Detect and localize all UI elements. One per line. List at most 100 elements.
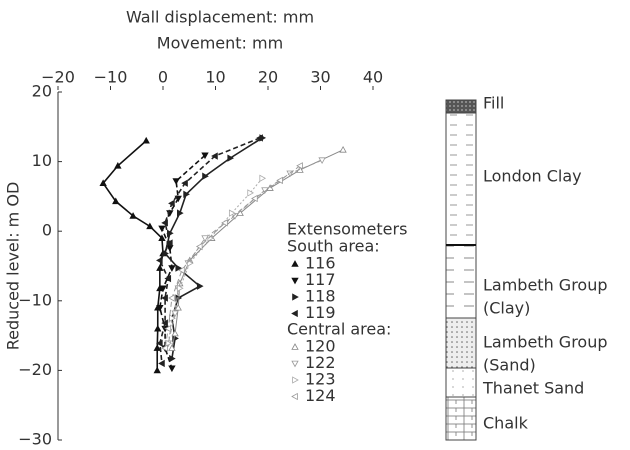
series-marker (168, 294, 175, 302)
series-marker (159, 285, 167, 293)
legend-marker (292, 376, 299, 384)
series-marker (156, 264, 164, 271)
series-marker (114, 161, 122, 169)
stratum-label: London Clay (483, 167, 582, 186)
y-tick-label: −20 (18, 360, 52, 379)
series-marker (158, 225, 166, 233)
series-marker (99, 179, 107, 186)
series-marker (156, 256, 163, 265)
series-marker (171, 329, 179, 337)
legend-marker (291, 309, 298, 318)
x-tick-label: 40 (363, 68, 383, 87)
series-marker (166, 245, 174, 252)
stratum-label: Lambeth Group (483, 333, 608, 352)
series-marker (166, 239, 173, 247)
stratum (445, 367, 477, 398)
chart-title: Wall displacement: mm (126, 8, 314, 27)
chart-subtitle: Movement: mm (157, 34, 283, 53)
series-marker (112, 197, 120, 205)
series-marker (175, 264, 183, 272)
legend-label: 120 (305, 337, 336, 356)
series-marker (176, 209, 184, 217)
series-marker (153, 366, 161, 374)
series-line (102, 140, 164, 371)
series-marker (153, 344, 161, 351)
series-marker (201, 152, 209, 160)
legend-label: 118 (305, 287, 336, 306)
stratum-label: Thanet Sand (482, 379, 584, 398)
series-line (158, 137, 261, 364)
legend-group: Central area: (287, 320, 391, 339)
y-tick-label: −10 (18, 290, 52, 309)
stratum (445, 317, 477, 369)
series-marker (201, 235, 209, 242)
stratum-label: Lambeth Group (483, 276, 608, 295)
series-marker (183, 190, 190, 198)
legend-marker (291, 360, 299, 368)
series-marker (164, 274, 172, 283)
series-marker (174, 303, 182, 311)
legend-label: 122 (305, 353, 336, 372)
series-marker (161, 294, 168, 302)
series-marker (168, 199, 175, 208)
series-marker (158, 359, 165, 368)
stratum-label: (Clay) (483, 299, 530, 318)
y-tick-label: 20 (32, 82, 52, 101)
series-marker (227, 154, 235, 162)
stratum (445, 244, 477, 319)
stratum (445, 396, 477, 441)
series-marker (158, 234, 166, 241)
legend-label: 119 (305, 303, 336, 322)
legend-marker (291, 392, 298, 401)
series-marker (181, 179, 188, 187)
x-tick-label: −20 (41, 68, 75, 87)
x-tick-label: 20 (258, 68, 278, 87)
series-line (164, 137, 263, 359)
y-tick-label: −30 (18, 430, 52, 447)
series-marker (202, 172, 209, 180)
series-marker (259, 174, 267, 182)
legend-marker (292, 293, 299, 301)
legend-title: Extensometers (287, 220, 407, 239)
y-tick-label: 10 (32, 151, 52, 170)
series-marker (156, 339, 163, 347)
series-marker (339, 145, 347, 153)
series-marker (318, 157, 326, 165)
series-marker (154, 324, 162, 332)
series-marker (296, 162, 303, 170)
stratum-label: (Sand) (483, 356, 536, 375)
series-marker (164, 324, 172, 333)
series-marker (172, 178, 180, 185)
stratum (445, 112, 477, 246)
series-marker (146, 222, 154, 230)
y-axis-label: Reduced level: m OD (4, 182, 23, 351)
series-marker (196, 282, 204, 290)
y-tick-label: 0 (42, 221, 52, 240)
series-marker (276, 176, 283, 185)
x-tick-label: −10 (94, 68, 128, 87)
series-marker (169, 354, 176, 363)
series-marker (161, 219, 168, 227)
legend-group: South area: (287, 237, 380, 256)
series-marker (161, 319, 168, 327)
series-marker (211, 152, 218, 160)
series-marker (156, 304, 164, 312)
series-line (167, 177, 263, 344)
legend-label: 117 (305, 270, 336, 289)
legend-label: 123 (305, 370, 336, 389)
stratum-label: Fill (483, 94, 504, 113)
series-marker (221, 219, 228, 227)
series-marker (142, 136, 150, 144)
stratum (445, 99, 477, 114)
series-marker (176, 284, 184, 292)
series-marker (195, 242, 203, 251)
series-marker (129, 212, 137, 219)
series-marker (168, 365, 176, 373)
legend-label: 124 (305, 386, 336, 405)
series-marker (256, 134, 263, 142)
series-marker (178, 266, 185, 274)
series-marker (251, 194, 258, 203)
series-marker (168, 265, 176, 272)
series-marker (168, 344, 176, 351)
